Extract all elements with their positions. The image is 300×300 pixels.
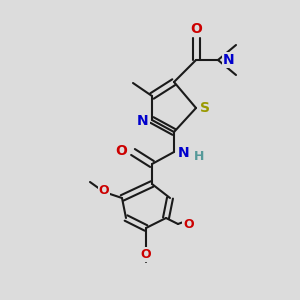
Text: S: S [200,101,210,115]
Text: N: N [223,53,235,67]
Text: O: O [141,248,151,261]
Text: N: N [137,114,149,128]
Text: N: N [178,146,190,160]
Text: O: O [115,144,127,158]
Text: H: H [194,149,204,163]
Text: O: O [99,184,109,196]
Text: O: O [183,218,194,230]
Text: O: O [190,22,202,36]
